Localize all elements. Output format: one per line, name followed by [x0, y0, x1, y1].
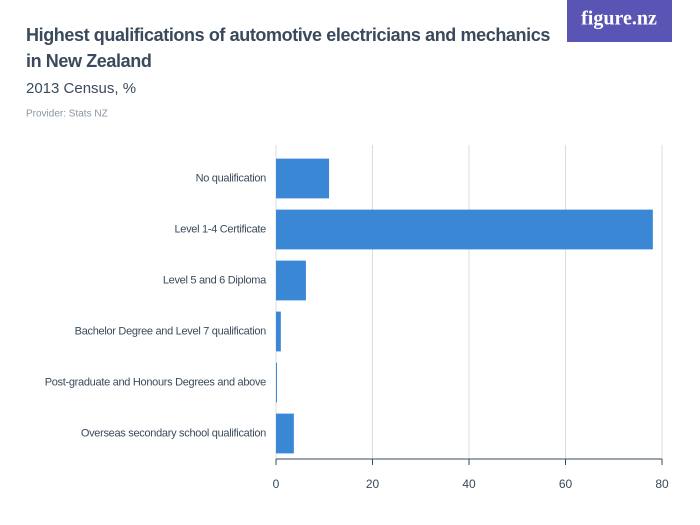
- x-tick-label: 40: [462, 477, 476, 491]
- bar: [276, 209, 653, 250]
- x-tick-label: 80: [655, 477, 669, 491]
- chart-title: Highest qualifications of automotive ele…: [26, 25, 550, 71]
- subtitle: 2013 Census, %: [26, 80, 136, 97]
- bar: [276, 311, 281, 352]
- logo-box: [567, 0, 672, 42]
- y-tick-label: Level 1-4 Certificate: [174, 223, 266, 235]
- y-tick-label: Level 5 and 6 Diploma: [163, 274, 267, 286]
- y-tick-label: Bachelor Degree and Level 7 qualificatio…: [75, 325, 267, 337]
- bar: [276, 413, 294, 454]
- logo: figure.nz: [581, 8, 657, 30]
- x-tick-label: 0: [273, 477, 280, 491]
- y-tick-label: No qualification: [196, 172, 267, 184]
- bar: [276, 158, 330, 199]
- source: Provider: Stats NZ: [26, 109, 108, 120]
- y-tick-label: Post-graduate and Honours Degrees and ab…: [45, 376, 266, 388]
- bar: [276, 260, 306, 301]
- x-tick-label: 60: [559, 477, 573, 491]
- title-box: Highest qualifications of automotive ele…: [26, 25, 550, 71]
- y-tick-label: Overseas secondary school qualification: [81, 427, 266, 439]
- x-tick-label: 20: [366, 477, 380, 491]
- bar: [276, 362, 277, 403]
